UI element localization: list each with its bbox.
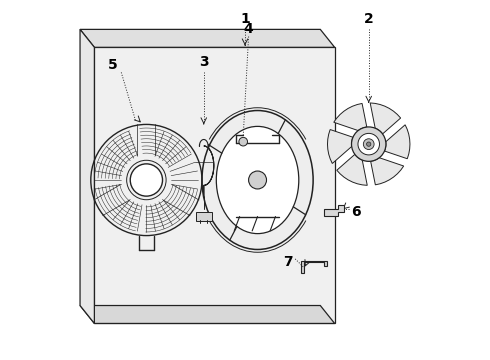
Text: 2: 2 — [364, 12, 373, 26]
Text: 3: 3 — [199, 55, 209, 69]
Circle shape — [364, 139, 374, 149]
Polygon shape — [337, 154, 368, 185]
Polygon shape — [300, 261, 327, 273]
Polygon shape — [370, 103, 401, 134]
Polygon shape — [385, 125, 410, 159]
Polygon shape — [327, 130, 353, 163]
Text: 5: 5 — [107, 58, 117, 72]
Circle shape — [367, 142, 371, 146]
Text: 1: 1 — [240, 12, 250, 26]
Polygon shape — [80, 306, 335, 323]
Polygon shape — [334, 103, 367, 131]
Text: 6: 6 — [351, 205, 361, 219]
Polygon shape — [370, 158, 404, 185]
FancyBboxPatch shape — [196, 212, 212, 221]
Text: 7: 7 — [283, 256, 293, 270]
Polygon shape — [80, 30, 335, 47]
Polygon shape — [80, 30, 95, 323]
Polygon shape — [95, 47, 335, 323]
Circle shape — [248, 171, 267, 189]
Circle shape — [351, 127, 386, 161]
Polygon shape — [204, 146, 214, 196]
Text: 4: 4 — [244, 22, 253, 36]
Circle shape — [358, 134, 379, 155]
Ellipse shape — [130, 164, 163, 196]
Ellipse shape — [216, 126, 299, 234]
Circle shape — [239, 138, 247, 146]
Polygon shape — [324, 205, 343, 216]
Ellipse shape — [202, 111, 313, 249]
